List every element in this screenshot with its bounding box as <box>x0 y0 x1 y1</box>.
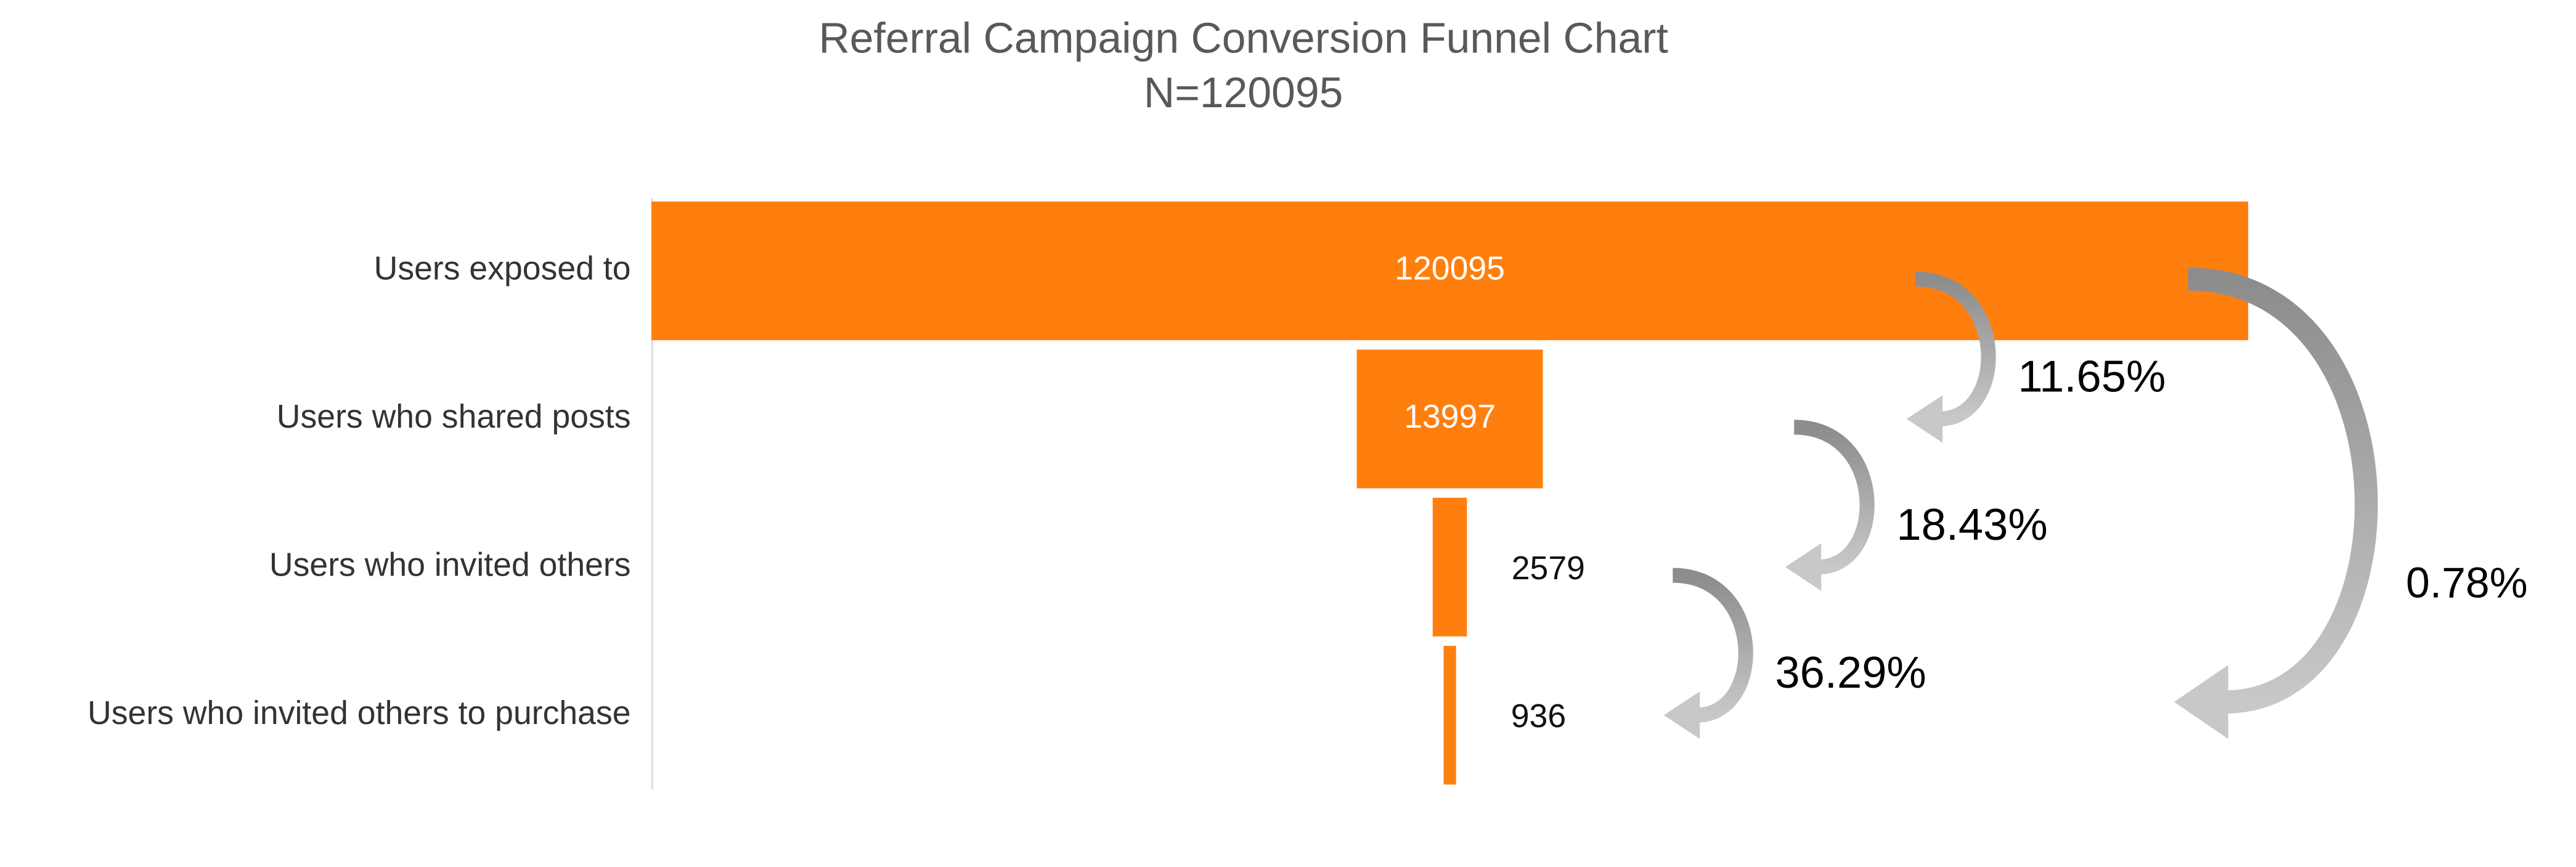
category-label: Users who invited others <box>269 546 631 583</box>
category-label: Users who shared posts <box>277 398 631 435</box>
funnel-bar <box>1432 497 1467 637</box>
conversion-arrow <box>1793 420 1875 575</box>
value-label: 936 <box>1511 698 1566 735</box>
value-label: 13997 <box>1404 398 1496 435</box>
category-label: Users exposed to <box>374 250 631 287</box>
chart-subtitle: N=120095 <box>1144 68 1343 116</box>
conversion-arrow <box>2188 267 2378 714</box>
arrow-head <box>1906 395 1943 443</box>
chart-title: Referral Campaign Conversion Funnel Char… <box>819 14 1668 62</box>
arrow-head <box>1785 543 1822 591</box>
funnel-bar <box>1443 646 1456 785</box>
conversion-label: 11.65% <box>2018 352 2166 402</box>
conversion-label: 18.43% <box>1896 500 2047 550</box>
value-label: 2579 <box>1512 550 1585 587</box>
arrow-head <box>1663 691 1700 739</box>
funnel-bar <box>1356 349 1543 489</box>
conversion-arrow <box>1672 568 1753 723</box>
value-label: 120095 <box>1395 250 1505 287</box>
category-label: Users who invited others to purchase <box>88 694 631 731</box>
conversion-arrow <box>1915 271 1996 426</box>
arrow-head <box>2174 665 2228 739</box>
conversion-label: 36.29% <box>1775 648 1926 698</box>
conversion-label: 0.78% <box>2406 559 2528 607</box>
